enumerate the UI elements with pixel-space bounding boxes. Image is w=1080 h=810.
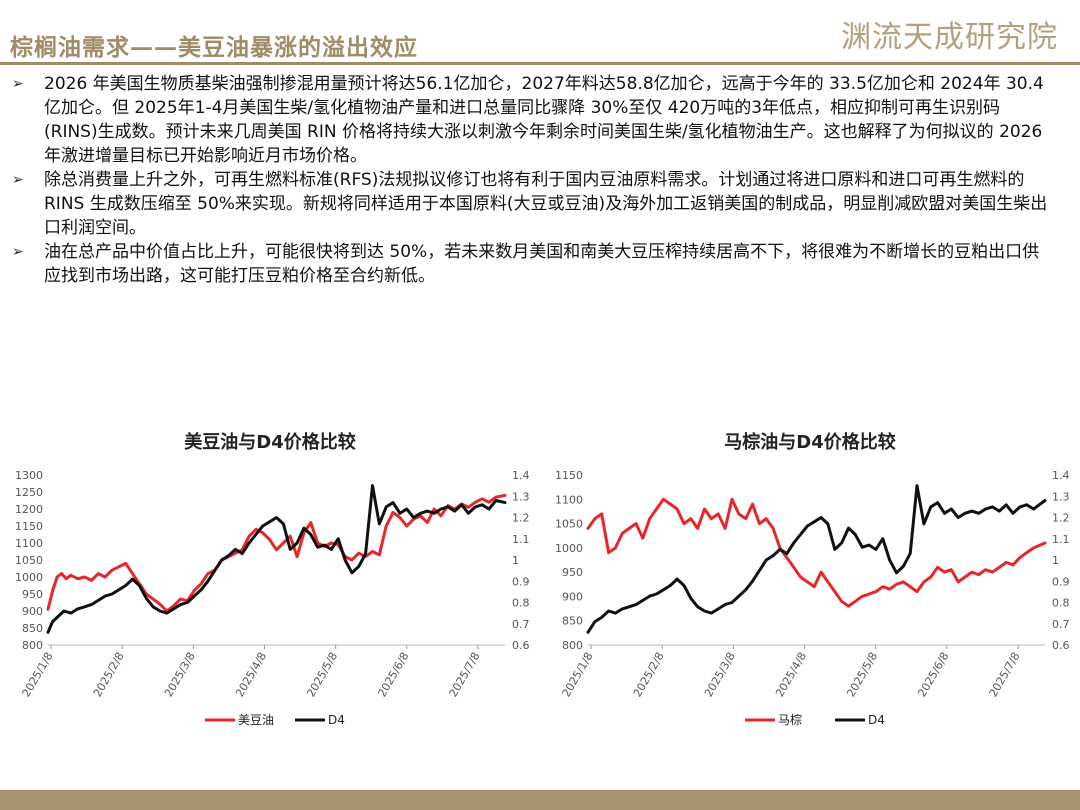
bullet-text: 2026 年美国生物质基柴油强制掺混用量预计将达56.1亿加仑，2027年料达5… <box>44 74 1044 166</box>
legend-label: 马棕 <box>778 712 802 727</box>
x-tick-label: 2025/6/8 <box>375 650 411 699</box>
y-right-tick-label: 1 <box>512 554 519 567</box>
x-tick-label: 2025/4/8 <box>773 650 809 699</box>
y-right-tick-label: 0.8 <box>512 597 530 610</box>
x-tick-label: 2025/4/8 <box>233 650 269 699</box>
y-right-tick-label: 0.7 <box>1052 618 1070 631</box>
y-right-tick-label: 1.2 <box>512 512 530 525</box>
x-tick-label: 2025/6/8 <box>915 650 951 699</box>
x-tick-label: 2025/5/8 <box>304 650 340 699</box>
x-tick-label: 2025/2/8 <box>91 650 127 699</box>
y-left-tick-label: 850 <box>562 615 583 628</box>
y-left-tick-label: 1150 <box>555 469 583 482</box>
y-right-tick-label: 1 <box>1052 554 1059 567</box>
legend-label: D4 <box>868 713 885 727</box>
legend-label: 美豆油 <box>238 713 274 727</box>
y-right-tick-label: 0.9 <box>512 575 530 588</box>
x-tick-label: 2025/1/8 <box>20 650 56 699</box>
y-right-tick-label: 0.7 <box>512 618 530 631</box>
page-title: 棕榈油需求——美豆油暴涨的溢出效应 <box>10 34 418 61</box>
y-left-tick-label: 850 <box>22 622 43 635</box>
bullet-item: ➢ 除总消费量上升之外，可再生燃料标准(RFS)法规拟议修订也将有利于国内豆油原… <box>12 168 1052 240</box>
y-left-tick-label: 800 <box>562 639 583 652</box>
chart-title: 马棕油与D4价格比较 <box>724 432 896 453</box>
series-line <box>46 493 507 613</box>
y-left-tick-label: 1300 <box>15 469 43 482</box>
y-right-tick-label: 1.1 <box>1052 533 1070 546</box>
y-left-tick-label: 1050 <box>15 554 43 567</box>
y-left-tick-label: 1000 <box>15 571 43 584</box>
bullet-text: 油在总产品中价值占比上升，可能很快将到达 50%，若未来数月美国和南美大豆压榨持… <box>44 242 1040 286</box>
x-tick-label: 2025/7/8 <box>447 650 483 699</box>
y-left-tick-label: 900 <box>562 590 583 603</box>
y-left-tick-label: 1100 <box>15 537 43 550</box>
y-right-tick-label: 1.3 <box>512 490 530 503</box>
arrow-bullet-icon: ➢ <box>12 244 24 260</box>
y-left-tick-label: 950 <box>22 588 43 601</box>
y-right-tick-label: 1.1 <box>512 533 530 546</box>
y-right-tick-label: 0.9 <box>1052 575 1070 588</box>
y-left-tick-label: 1000 <box>555 542 583 555</box>
series-line <box>46 484 507 634</box>
palm-d4-chart-svg: 800 850 900 950 1000 1050 1100 1150 0.6 0.7 0.8 0.9… <box>555 469 1070 727</box>
y-left-tick-label: 900 <box>22 605 43 618</box>
bullet-item: ➢ 2026 年美国生物质基柴油强制掺混用量预计将达56.1亿加仑，2027年料… <box>12 72 1052 168</box>
y-left-tick-label: 800 <box>22 639 43 652</box>
chart-title: 美豆油与D4价格比较 <box>184 432 356 453</box>
y-left-tick-label: 1100 <box>555 493 583 506</box>
x-tick-label: 2025/1/8 <box>560 650 596 699</box>
brand-logo: 渊流天成研究院 <box>841 20 1058 55</box>
y-left-tick-label: 1050 <box>555 518 583 531</box>
y-left-tick-label: 950 <box>562 566 583 579</box>
footer-band <box>0 790 1080 810</box>
y-right-tick-label: 1.3 <box>1052 490 1070 503</box>
y-left-tick-label: 1250 <box>15 486 43 499</box>
x-tick-label: 2025/5/8 <box>844 650 880 699</box>
legend-label: D4 <box>328 713 345 727</box>
y-right-tick-label: 0.6 <box>1052 639 1070 652</box>
soyoil-d4-chart-svg: 800 850 900 950 1000 1050 1100 1150 1200 1250 1300… <box>15 469 530 727</box>
soyoil-d4-chart: 美豆油与D4价格比较 800 850 900 950 1000 1050 1100 1150 1… <box>0 420 540 740</box>
y-right-tick-label: 0.6 <box>512 639 530 652</box>
header-divider <box>0 62 1080 65</box>
bullet-list: ➢ 2026 年美国生物质基柴油强制掺混用量预计将达56.1亿加仑，2027年料… <box>12 72 1052 288</box>
bullet-text: 除总消费量上升之外，可再生燃料标准(RFS)法规拟议修订也将有利于国内豆油原料需… <box>44 170 1048 238</box>
x-tick-label: 2025/2/8 <box>631 650 667 699</box>
y-right-tick-label: 1.4 <box>512 469 530 482</box>
x-tick-label: 2025/3/8 <box>702 650 738 699</box>
bullet-item: ➢ 油在总产品中价值占比上升，可能很快将到达 50%，若未来数月美国和南美大豆压… <box>12 240 1052 288</box>
arrow-bullet-icon: ➢ <box>12 172 24 188</box>
x-tick-label: 2025/7/8 <box>987 650 1023 699</box>
arrow-bullet-icon: ➢ <box>12 76 24 92</box>
series-line <box>586 484 1047 634</box>
x-tick-label: 2025/3/8 <box>162 650 198 699</box>
y-right-tick-label: 1.2 <box>1052 512 1070 525</box>
y-left-tick-label: 1200 <box>15 503 43 516</box>
y-right-tick-label: 1.4 <box>1052 469 1070 482</box>
palm-d4-chart: 马棕油与D4价格比较 800 850 900 950 1000 1050 1100 1150 0… <box>540 420 1080 740</box>
y-left-tick-label: 1150 <box>15 520 43 533</box>
series-line <box>586 497 1047 608</box>
y-right-tick-label: 0.8 <box>1052 597 1070 610</box>
